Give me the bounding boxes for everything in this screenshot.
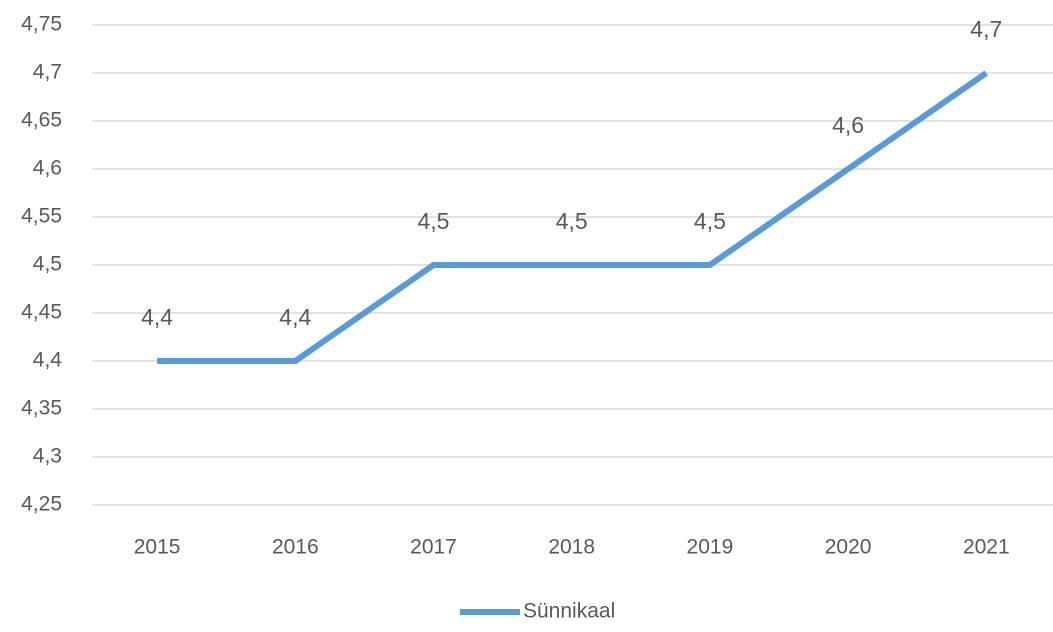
data-label: 4,7	[970, 16, 1002, 42]
x-tick-label: 2020	[825, 536, 872, 559]
legend-label: Sünnikaal	[523, 600, 615, 623]
y-tick-label: 4,7	[33, 61, 62, 84]
y-tick-label: 4,25	[21, 493, 62, 516]
y-tick-label: 4,35	[21, 397, 62, 420]
x-tick-label: 2016	[272, 536, 319, 559]
y-tick-label: 4,4	[33, 349, 63, 372]
x-tick-label: 2018	[548, 536, 595, 559]
x-tick-label: 2017	[410, 536, 457, 559]
x-tick-label: 2015	[134, 536, 181, 559]
data-label: 4,5	[556, 208, 588, 234]
y-tick-label: 4,5	[33, 253, 62, 276]
y-tick-label: 4,55	[21, 205, 62, 228]
y-tick-label: 4,6	[33, 157, 62, 180]
y-tick-label: 4,3	[33, 445, 62, 468]
data-line	[157, 70, 989, 364]
data-label: 4,4	[279, 304, 311, 330]
x-tick-label: 2019	[687, 536, 734, 559]
data-label: 4,5	[418, 208, 450, 234]
x-tick-label: 2021	[963, 536, 1010, 559]
data-label: 4,6	[832, 112, 864, 138]
data-label: 4,4	[141, 304, 173, 330]
data-label: 4,5	[694, 208, 726, 234]
y-tick-label: 4,45	[21, 301, 62, 324]
y-tick-label: 4,75	[21, 13, 62, 36]
y-tick-label: 4,65	[21, 109, 62, 132]
